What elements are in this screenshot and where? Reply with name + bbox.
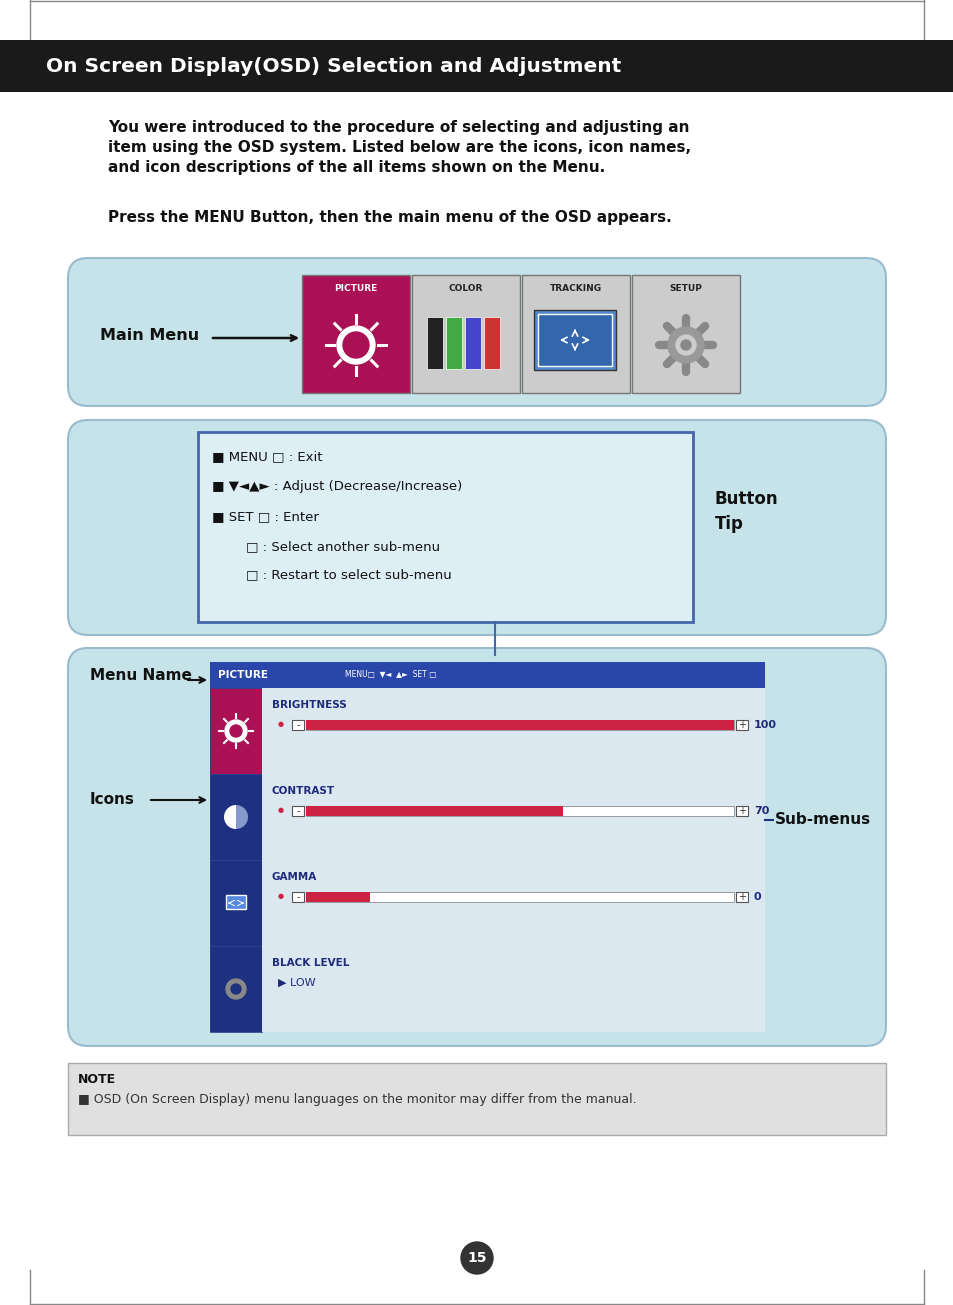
Bar [534,311,616,371]
Circle shape [680,341,690,350]
Text: On Screen Display(OSD) Selection and Adjustment: On Screen Display(OSD) Selection and Adj… [46,57,620,77]
Circle shape [226,979,246,1000]
Text: item using the OSD system. Listed below are the icons, icon names,: item using the OSD system. Listed below … [108,140,690,155]
Circle shape [676,335,696,355]
Text: NOTE: NOTE [78,1073,116,1086]
Text: 70: 70 [753,806,768,816]
Text: BRIGHTNESS: BRIGHTNESS [272,699,346,710]
Text: MENU□  ▼◄  ▲►  SET □: MENU□ ▼◄ ▲► SET □ [345,671,436,680]
Bar [210,774,262,860]
Text: ▶ LOW: ▶ LOW [277,977,315,988]
Text: GAMMA: GAMMA [272,872,317,882]
Bar [483,317,499,369]
Bar [306,893,733,902]
Circle shape [231,984,241,994]
Text: ●: ● [277,806,284,813]
Text: ■ ▼◄▲► : Adjust (Decrease/Increase): ■ ▼◄▲► : Adjust (Decrease/Increase) [212,480,462,493]
Bar [631,275,740,393]
Bar [446,317,461,369]
Text: Button: Button [714,489,778,508]
FancyBboxPatch shape [68,420,885,636]
Text: ●: ● [277,893,284,899]
Text: Press the MENU Button, then the main menu of the OSD appears.: Press the MENU Button, then the main men… [108,210,671,224]
Text: Tip: Tip [714,515,743,532]
Circle shape [343,331,369,358]
Text: +: + [738,720,745,729]
Bar [262,688,764,1032]
Bar [306,893,370,902]
Text: +: + [738,806,745,816]
Wedge shape [224,805,235,829]
Text: PICTURE: PICTURE [218,669,268,680]
Bar [735,720,747,729]
Bar [521,275,629,393]
Bar [210,662,764,1032]
FancyBboxPatch shape [68,258,885,406]
Bar [198,432,692,622]
Bar [292,720,304,729]
Text: Main Menu: Main Menu [100,328,199,342]
Text: +: + [738,893,745,902]
Text: ●: ● [277,720,284,727]
Circle shape [336,326,375,364]
Text: COLOR: COLOR [448,284,482,294]
Bar [210,662,764,688]
Wedge shape [235,805,248,829]
Text: You were introduced to the procedure of selecting and adjusting an: You were introduced to the procedure of … [108,120,689,134]
Text: BLACK LEVEL: BLACK LEVEL [272,958,349,968]
Bar [210,860,262,946]
Text: Sub-menus: Sub-menus [774,813,870,827]
Bar [306,806,562,816]
Text: ■ SET □ : Enter: ■ SET □ : Enter [212,510,318,523]
Bar [306,806,733,816]
Text: Icons: Icons [90,792,134,808]
Bar [412,275,519,393]
Bar [292,893,304,902]
Bar [306,720,733,729]
Text: -: - [296,893,299,902]
Circle shape [230,726,242,737]
Text: □ : Restart to select sub-menu: □ : Restart to select sub-menu [212,568,452,581]
Text: PICTURE: PICTURE [334,284,377,294]
Text: □ : Select another sub-menu: □ : Select another sub-menu [212,540,439,553]
Text: 100: 100 [753,720,776,729]
Bar [210,946,262,1032]
Bar [537,315,612,365]
Text: ■ OSD (On Screen Display) menu languages on the monitor may differ from the manu: ■ OSD (On Screen Display) menu languages… [78,1094,636,1107]
Text: ■ MENU □ : Exit: ■ MENU □ : Exit [212,450,322,463]
Text: SETUP: SETUP [669,284,701,294]
Bar [306,720,733,729]
Circle shape [225,720,247,743]
Circle shape [460,1242,493,1274]
Bar [302,275,410,393]
Bar [427,317,442,369]
Bar [210,688,262,774]
Text: TRACKING: TRACKING [549,284,601,294]
Text: 0: 0 [753,893,760,902]
Text: Menu Name: Menu Name [90,668,192,684]
Bar [735,893,747,902]
Bar [68,1064,885,1135]
Bar [0,40,953,91]
Bar [464,317,480,369]
Text: -: - [296,720,299,729]
Bar [226,895,246,910]
Text: -: - [296,806,299,816]
Bar [735,806,747,816]
Bar [292,806,304,816]
FancyBboxPatch shape [68,649,885,1047]
Text: 15: 15 [467,1251,486,1265]
Circle shape [667,328,703,363]
Text: and icon descriptions of the all items shown on the Menu.: and icon descriptions of the all items s… [108,161,604,175]
Text: CONTRAST: CONTRAST [272,786,335,796]
